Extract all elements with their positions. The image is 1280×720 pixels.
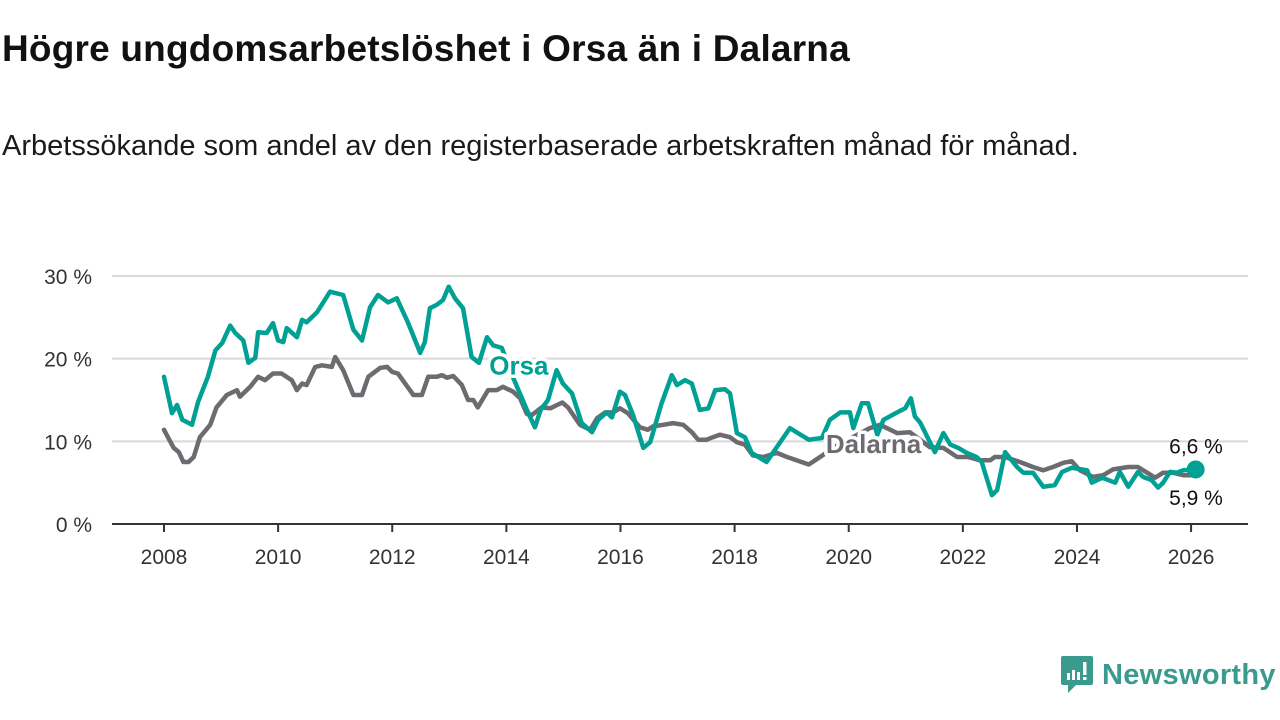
x-tick-label: 2008 <box>141 546 188 569</box>
chart-title: Högre ungdomsarbetslöshet i Orsa än i Da… <box>2 28 850 69</box>
x-tick-label: 2024 <box>1054 546 1101 569</box>
gridlines <box>112 274 1248 443</box>
x-axis: 2008 2010 2012 2014 2016 2018 2020 2022 2024 2026 <box>112 523 1248 569</box>
series-labels: Dalarna 5,9 % Orsa 6,6 % <box>486 347 1223 510</box>
x-tick-label: 2018 <box>711 546 758 569</box>
series-lines <box>161 284 1205 498</box>
y-tick-label: 20 % <box>44 349 92 372</box>
x-tick-label: 2022 <box>939 546 986 569</box>
x-tick-label: 2010 <box>255 546 302 569</box>
y-tick-label: 30 % <box>44 266 92 289</box>
x-tick-label: 2014 <box>483 546 530 569</box>
series-label-dalarna: Dalarna <box>826 429 922 459</box>
x-tick-label: 2020 <box>825 546 872 569</box>
chart-subtitle: Arbetssökande som andel av den registerb… <box>2 130 1079 162</box>
end-value-label: 5,9 % <box>1169 487 1223 510</box>
end-point-marker <box>1186 460 1205 479</box>
x-tick-label: 2026 <box>1168 546 1215 569</box>
y-tick-label: 10 % <box>44 431 92 454</box>
end-value-label: 6,6 % <box>1169 435 1223 458</box>
brand-name: Newsworthy <box>1102 658 1276 691</box>
series-line-dalarna <box>161 354 1198 480</box>
series-line-orsa <box>161 284 1198 498</box>
newsworthy-logo-icon <box>1061 656 1093 693</box>
y-tick-label: 0 % <box>56 514 92 537</box>
series-label-orsa: Orsa <box>489 350 549 380</box>
y-axis: 0 % 10 % 20 % 30 % <box>44 266 92 537</box>
newsworthy-logo: Newsworthy <box>1060 655 1276 695</box>
x-tick-label: 2016 <box>597 546 644 569</box>
x-tick-label: 2012 <box>369 546 416 569</box>
